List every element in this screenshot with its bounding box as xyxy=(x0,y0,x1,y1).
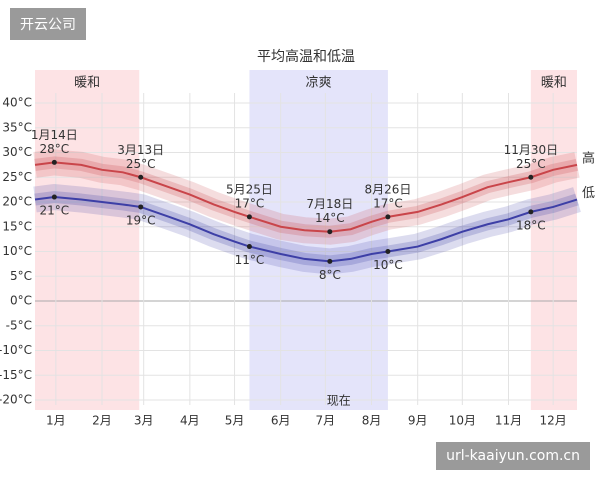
x-tick-label: 6月 xyxy=(271,414,291,428)
y-tick-label: -5°C xyxy=(6,318,32,332)
point xyxy=(246,214,252,220)
x-tick-label: 3月 xyxy=(134,414,154,428)
watermark: 开云公司 xyxy=(10,8,86,40)
season-label: 凉爽 xyxy=(306,76,332,91)
y-tick-label: 0°C xyxy=(10,294,32,308)
x-tick-label: 9月 xyxy=(408,414,428,428)
y-tick-label: 30°C xyxy=(2,145,32,159)
point xyxy=(138,174,144,180)
y-tick-label: 15°C xyxy=(2,219,32,233)
point xyxy=(385,249,391,254)
y-tick-label: 20°C xyxy=(2,195,32,209)
series-label: 高 xyxy=(582,150,595,166)
watermark: url-kaaiyun.com.cn xyxy=(436,442,590,470)
y-tick-label: 10°C xyxy=(2,244,32,258)
value-label: 17°C xyxy=(373,196,403,210)
season-band xyxy=(530,70,577,410)
x-tick-label: 12月 xyxy=(540,414,567,428)
x-tick-label: 2月 xyxy=(92,414,112,428)
x-tick-label: 1月 xyxy=(46,414,66,428)
x-tick-label: 5月 xyxy=(225,414,245,428)
value-label: 18°C xyxy=(516,218,546,232)
date-annotation: 5月25日 xyxy=(226,182,273,196)
value-label: 10°C xyxy=(373,258,403,272)
point xyxy=(327,258,333,264)
series-label: 低 xyxy=(582,186,595,201)
date-annotation: 8月26日 xyxy=(364,182,411,196)
y-tick-label: 40°C xyxy=(2,96,32,110)
date-annotation: 3月13日 xyxy=(117,143,164,157)
y-tick-label: -10°C xyxy=(0,343,32,357)
value-label: 28°C xyxy=(40,142,70,156)
x-tick-label: 7月 xyxy=(316,414,336,428)
point xyxy=(51,159,57,165)
x-tick-label: 8月 xyxy=(362,414,382,428)
season-band xyxy=(35,70,140,410)
x-tick-label: 10月 xyxy=(449,414,476,428)
line xyxy=(34,161,578,233)
date-annotation: 11月30日 xyxy=(504,143,559,157)
value-label: 11°C xyxy=(235,253,265,267)
x-tick-label: 11月 xyxy=(495,414,522,428)
chart-title: 平均高温和低温 xyxy=(257,48,355,65)
point xyxy=(138,204,144,210)
y-tick-label: -20°C xyxy=(0,393,32,407)
value-label: 14°C xyxy=(315,211,345,225)
y-tick-label: 25°C xyxy=(2,170,32,184)
line xyxy=(34,196,578,263)
y-tick-label: 35°C xyxy=(2,120,32,134)
point xyxy=(528,209,534,215)
y-tick-label: -15°C xyxy=(0,368,32,382)
value-label: 19°C xyxy=(126,213,156,227)
point xyxy=(528,174,534,180)
point xyxy=(51,194,57,200)
season-label: 暖和 xyxy=(74,76,100,91)
y-tick-label: 5°C xyxy=(10,269,32,283)
value-label: 21°C xyxy=(40,204,70,218)
point xyxy=(246,244,252,250)
value-label: 17°C xyxy=(235,196,265,210)
x-tick-label: 4月 xyxy=(180,414,200,428)
value-label: 8°C xyxy=(319,268,341,282)
value-label: 25°C xyxy=(126,157,156,171)
date-annotation: 1月14日 xyxy=(31,128,78,142)
date-annotation: 7月18日 xyxy=(306,197,353,211)
season-band xyxy=(249,70,388,410)
value-label: 25°C xyxy=(516,157,546,171)
season-label: 暖和 xyxy=(541,76,567,91)
now-label: 现在 xyxy=(327,394,351,408)
point xyxy=(385,214,391,220)
point xyxy=(327,229,333,235)
